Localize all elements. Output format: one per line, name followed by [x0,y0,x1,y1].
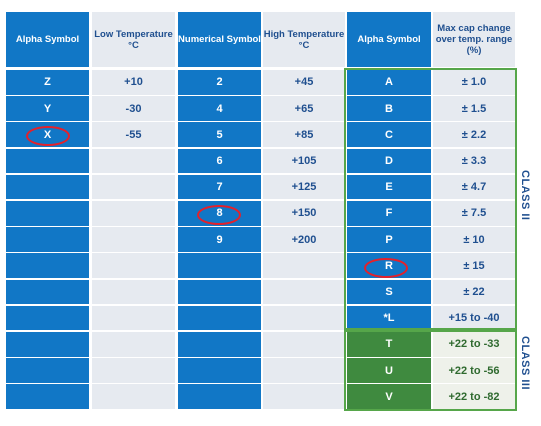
table-cell: -30 [92,96,175,121]
table-cell: +22 to -82 [433,384,515,410]
table-cell: +125 [263,174,345,200]
table-cell: Z [6,70,89,95]
table-cell: 4 [178,96,261,121]
table-cell: +65 [263,96,345,121]
table-cell [6,279,89,305]
table-cell [263,305,345,331]
table-cell [178,305,261,331]
table-cell: ± 2.2 [433,122,515,148]
table-cell [6,253,89,279]
table-cell: ± 4.7 [433,174,515,200]
table-cell: +22 to -33 [433,332,515,357]
table-cell: +45 [263,70,345,95]
table-cell: ± 15 [433,253,515,279]
table-cell: P [347,227,431,252]
table-cell: +85 [263,122,345,148]
table-cell [6,148,89,174]
table-cell [6,174,89,200]
table-cell [6,305,89,331]
table-cell: ± 1.0 [433,70,515,95]
table-cell: *L [347,305,431,331]
table-cell [263,332,345,357]
table-cell [178,253,261,279]
table-cell [92,384,175,410]
table-cell: B [347,96,431,121]
table-cell: ± 1.5 [433,96,515,121]
table-cell: A [347,70,431,95]
header-cell: High Temperature °C [263,12,345,67]
header-cell: Max cap change over temp. range (%) [433,12,515,67]
table-cell: U [347,358,431,383]
table-cell [92,279,175,305]
table-cell: C [347,122,431,148]
table-cell [6,227,89,252]
header-cell: Numerical Symbol [178,12,261,67]
table-cell: +105 [263,148,345,174]
table-cell [263,279,345,305]
table-cell: V [347,384,431,410]
table-cell [92,201,175,226]
table-cell [92,332,175,357]
table-cell [92,148,175,174]
highlight-8-circle [197,205,241,225]
header-cell: Alpha Symbol [347,12,431,67]
table-cell: ± 7.5 [433,201,515,226]
table-cell: +15 to -40 [433,305,515,331]
table-cell: 7 [178,174,261,200]
table-cell: ± 3.3 [433,148,515,174]
table-cell: +150 [263,201,345,226]
table-cell [178,358,261,383]
table-cell [6,201,89,226]
table-cell [92,227,175,252]
table-cell [6,358,89,383]
class-iii-label: CLASS III [519,336,531,391]
table-cell: -55 [92,122,175,148]
table-cell: T [347,332,431,357]
header-cell: Alpha Symbol [6,12,89,67]
table-cell [263,384,345,410]
highlight-r-circle [364,258,408,278]
class-ii-label: CLASS II [519,170,531,221]
table-cell [92,305,175,331]
table-cell [6,384,89,410]
table-cell: +22 to -56 [433,358,515,383]
table-cell [263,358,345,383]
table-cell [178,384,261,410]
table-cell: +200 [263,227,345,252]
table-cell: ± 22 [433,279,515,305]
table-cell [92,253,175,279]
table-cell: S [347,279,431,305]
table-cell: F [347,201,431,226]
table-cell: D [347,148,431,174]
highlight-x-circle [26,126,70,146]
table-cell: 5 [178,122,261,148]
table-cell: ± 10 [433,227,515,252]
table-cell: 6 [178,148,261,174]
table-cell [178,279,261,305]
table-cell [92,358,175,383]
header-cell: Low Temperature °C [92,12,175,67]
table-cell: Y [6,96,89,121]
table-cell: 9 [178,227,261,252]
table-cell: +10 [92,70,175,95]
table-cell [263,253,345,279]
table-cell [6,332,89,357]
table-cell [92,174,175,200]
table-cell: E [347,174,431,200]
table-cell: 2 [178,70,261,95]
table-cell [178,332,261,357]
